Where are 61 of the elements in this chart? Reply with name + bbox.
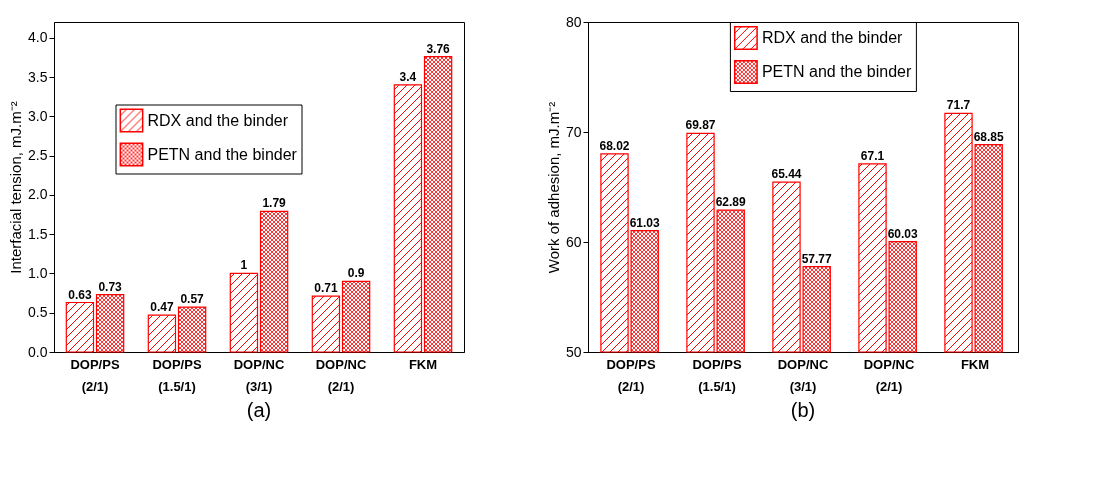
x-tick-label: FKM [408, 356, 438, 372]
data-label: 0.63 [68, 287, 92, 302]
y-tick-label: 70 [565, 123, 582, 140]
y-tick-label: 60 [565, 233, 582, 250]
x-tick-label: DOP/PS (2/1) [606, 356, 656, 394]
data-label: 0.57 [180, 292, 205, 307]
x-tick-label: DOP/NC (3/1) [233, 356, 285, 394]
data-label: 1.79 [262, 196, 287, 211]
bar [229, 272, 259, 353]
x-tick-label: DOP/NC (2/1) [315, 356, 367, 394]
data-label: 69.87 [685, 118, 716, 133]
data-label: 57.77 [801, 251, 833, 266]
y-axis-title: Interfacial tension, mJ.m⁻² [7, 101, 25, 274]
bar [311, 295, 341, 353]
y-tick-label: 3.0 [28, 107, 48, 124]
x-tick-label: DOP/NC (2/1) [863, 356, 915, 394]
data-label: 67.1 [860, 148, 885, 163]
y-tick-label: 0.5 [28, 304, 48, 321]
bar [65, 301, 95, 353]
data-label: 0.71 [314, 281, 338, 296]
text: (a) [246, 399, 272, 421]
data-label: 62.89 [715, 195, 747, 210]
bar [259, 210, 289, 353]
data-label: 1 [240, 258, 248, 273]
x-tick-label: DOP/PS (1.5/1) [152, 356, 202, 394]
y-tick-label: 2.5 [28, 147, 48, 164]
y-tick-label: 50 [565, 343, 582, 360]
y-tick-label: 2.0 [28, 186, 48, 203]
y-tick-label: 1.0 [28, 264, 48, 281]
legend-label: RDX and the binder [761, 29, 904, 46]
data-label: 71.7 [946, 98, 971, 113]
data-label: 65.44 [771, 167, 802, 182]
y-tick-label: 80 [565, 13, 582, 30]
x-tick-label: DOP/NC (3/1) [777, 356, 829, 394]
data-label: 68.02 [599, 138, 630, 153]
data-label: 0.47 [150, 300, 174, 315]
bar [393, 84, 423, 353]
bar [341, 280, 371, 353]
x-tick-label: DOP/PS (1.5/1) [692, 356, 742, 394]
data-label: 68.85 [973, 129, 1005, 144]
data-label: 3.76 [426, 41, 451, 56]
legend-label: RDX and the binder [147, 111, 289, 129]
data-label: 0.73 [98, 279, 123, 294]
legend-label: PETN and the binder [147, 145, 298, 163]
y-axis-title: Work of adhesion, mJ.m⁻² [544, 101, 562, 274]
y-tick-label: 3.5 [28, 68, 48, 85]
x-tick-label: FKM [960, 356, 990, 372]
bar [177, 306, 207, 353]
data-label: 60.03 [887, 226, 919, 241]
data-label: 61.03 [629, 215, 661, 230]
bar [147, 314, 177, 353]
y-tick-label: 1.5 [28, 225, 48, 242]
y-tick-label: 4.0 [28, 29, 48, 46]
legend-label: PETN and the binder [761, 63, 912, 80]
bar [95, 294, 125, 353]
data-label: 3.4 [399, 69, 417, 84]
x-tick-label: DOP/PS (2/1) [70, 356, 120, 394]
y-tick-label: 0.0 [28, 343, 48, 360]
bar [423, 55, 453, 353]
text: (b) [790, 399, 816, 421]
data-label: 0.9 [347, 266, 365, 281]
